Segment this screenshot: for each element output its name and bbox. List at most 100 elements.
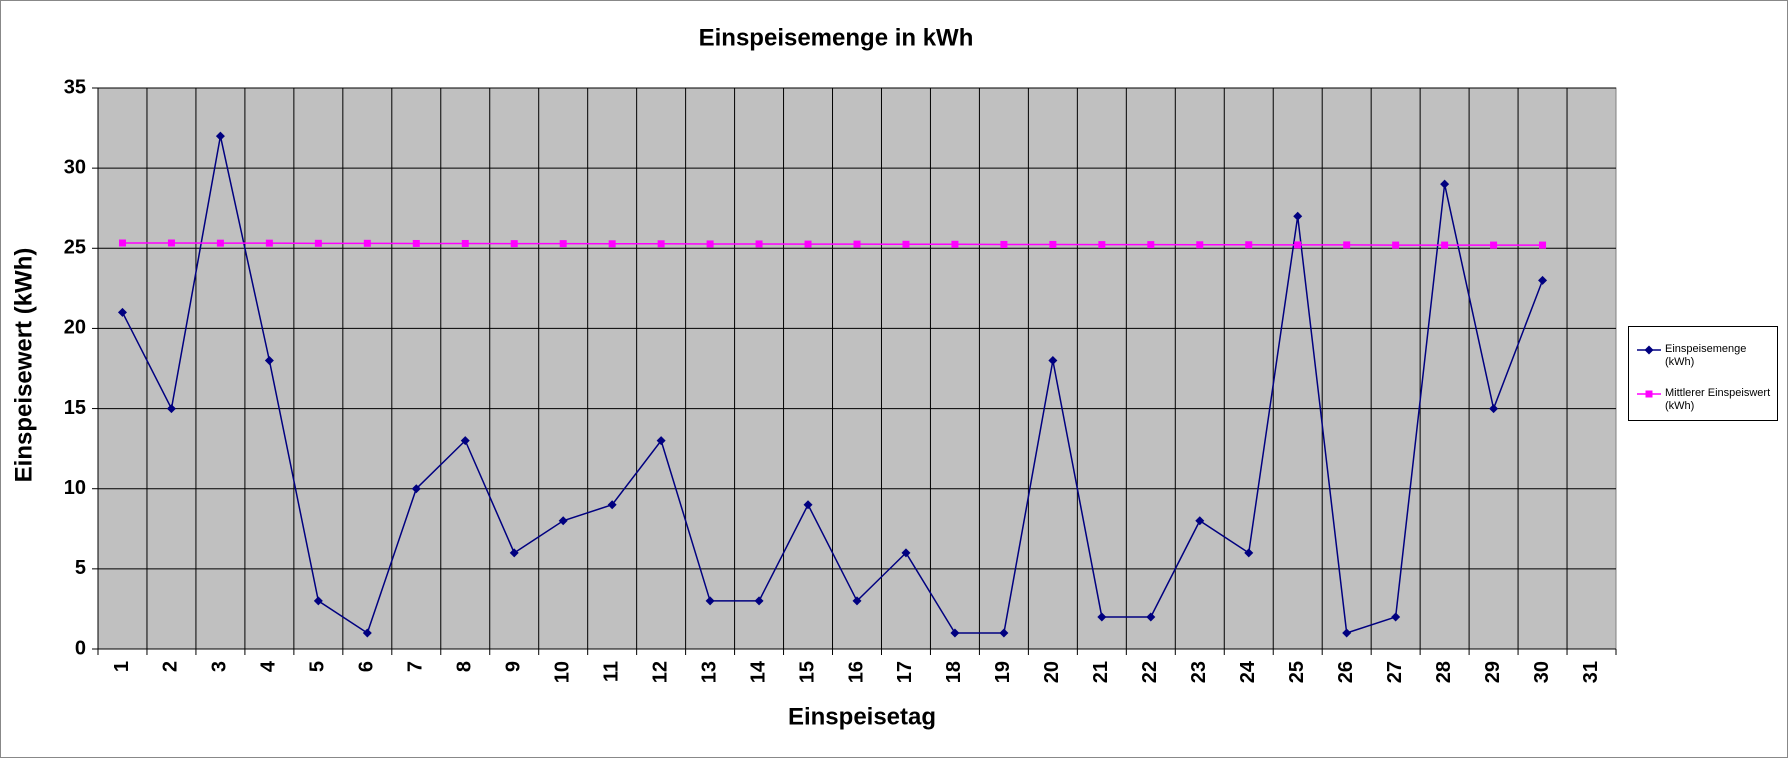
y-axis-label: Einspeisewert (kWh) (10, 248, 37, 483)
x-tick-label: 27 (1384, 661, 1406, 683)
point (1294, 241, 1302, 249)
x-tick-label: 28 (1433, 661, 1455, 683)
point (118, 239, 126, 247)
x-tick-label: 15 (796, 661, 818, 683)
x-tick-label: 16 (845, 661, 867, 683)
point (1196, 241, 1204, 249)
point (1048, 355, 1058, 365)
x-tick-label: 20 (1041, 661, 1063, 683)
x-tick-label: 23 (1188, 661, 1210, 683)
plot-area (97, 87, 1617, 650)
point (461, 239, 469, 247)
x-tick-label: 19 (992, 661, 1014, 683)
x-tick-label: 22 (1139, 661, 1161, 683)
x-axis-label: Einspeisetag (788, 703, 936, 730)
point (705, 596, 715, 606)
point (509, 548, 519, 558)
point (607, 500, 617, 510)
point (1049, 240, 1057, 248)
x-tick-label: 18 (943, 661, 965, 683)
point (1293, 211, 1303, 221)
x-tick-label: 30 (1531, 661, 1553, 683)
point (1392, 241, 1400, 249)
point (755, 240, 763, 248)
y-tick-label: 5 (75, 557, 86, 579)
point (1645, 390, 1653, 398)
point (1146, 612, 1156, 622)
x-tick-label: 25 (1286, 661, 1308, 683)
x-tick-label: 8 (454, 661, 476, 672)
point (510, 240, 518, 248)
x-tick-label: 10 (551, 661, 573, 683)
point (559, 240, 567, 248)
legend: Einspeisemenge (kWh) Mittlerer Einspeiswe… (1628, 326, 1778, 421)
legend-label: Einspeisemenge (kWh) (1665, 343, 1747, 368)
point (853, 240, 861, 248)
point (1097, 612, 1107, 622)
point (608, 240, 616, 248)
x-tick-label: 9 (503, 661, 525, 672)
point (803, 500, 813, 510)
point (117, 307, 127, 317)
point (411, 484, 421, 494)
point (1539, 241, 1547, 249)
point (216, 239, 224, 247)
point (1342, 628, 1352, 638)
point (706, 240, 714, 248)
y-tick-label: 10 (64, 477, 86, 499)
point (264, 355, 274, 365)
x-tick-label: 11 (600, 661, 622, 682)
point (754, 596, 764, 606)
legend-swatch (1637, 390, 1661, 398)
point (1098, 241, 1106, 249)
x-tick-label: 2 (160, 661, 182, 672)
point (950, 628, 960, 638)
series-line (122, 242, 1543, 246)
point (1440, 179, 1450, 189)
point (999, 628, 1009, 638)
point (1490, 241, 1498, 249)
chart-title: Einspeisemenge in kWh (699, 24, 974, 51)
point (1195, 516, 1205, 526)
point (1000, 240, 1008, 248)
x-tick-label: 26 (1335, 661, 1357, 683)
legend-label: Mittlerer Einspeiswert (kWh) (1665, 387, 1771, 412)
x-tick-label: 6 (356, 661, 378, 672)
point (1391, 612, 1401, 622)
point (902, 240, 910, 248)
point (1244, 548, 1254, 558)
x-tick-label: 5 (307, 661, 329, 672)
point (363, 239, 371, 247)
point (951, 240, 959, 248)
y-tick-label: 25 (64, 237, 86, 259)
point (852, 596, 862, 606)
series-line (121, 135, 1544, 635)
point (412, 239, 420, 247)
x-tick-label: 7 (405, 661, 427, 672)
x-tick-label: 29 (1482, 661, 1504, 683)
point (1489, 404, 1499, 414)
x-tick-label: 1 (111, 661, 133, 672)
point (166, 404, 176, 414)
point (1441, 241, 1449, 249)
x-tick-label: 31 (1580, 661, 1602, 683)
point (657, 240, 665, 248)
legend-swatch (1637, 345, 1661, 355)
point (558, 516, 568, 526)
point (167, 239, 175, 247)
x-tick-label: 24 (1237, 660, 1259, 683)
point (804, 240, 812, 248)
y-tick-label: 20 (64, 317, 86, 339)
x-tick-label: 14 (747, 660, 769, 683)
x-tick-label: 21 (1090, 661, 1112, 683)
point (656, 436, 666, 446)
point (1245, 241, 1253, 249)
point (313, 596, 323, 606)
point (460, 436, 470, 446)
point (362, 628, 372, 638)
x-tick-label: 4 (258, 660, 280, 672)
point (314, 239, 322, 247)
x-tick-label: 3 (209, 661, 231, 672)
